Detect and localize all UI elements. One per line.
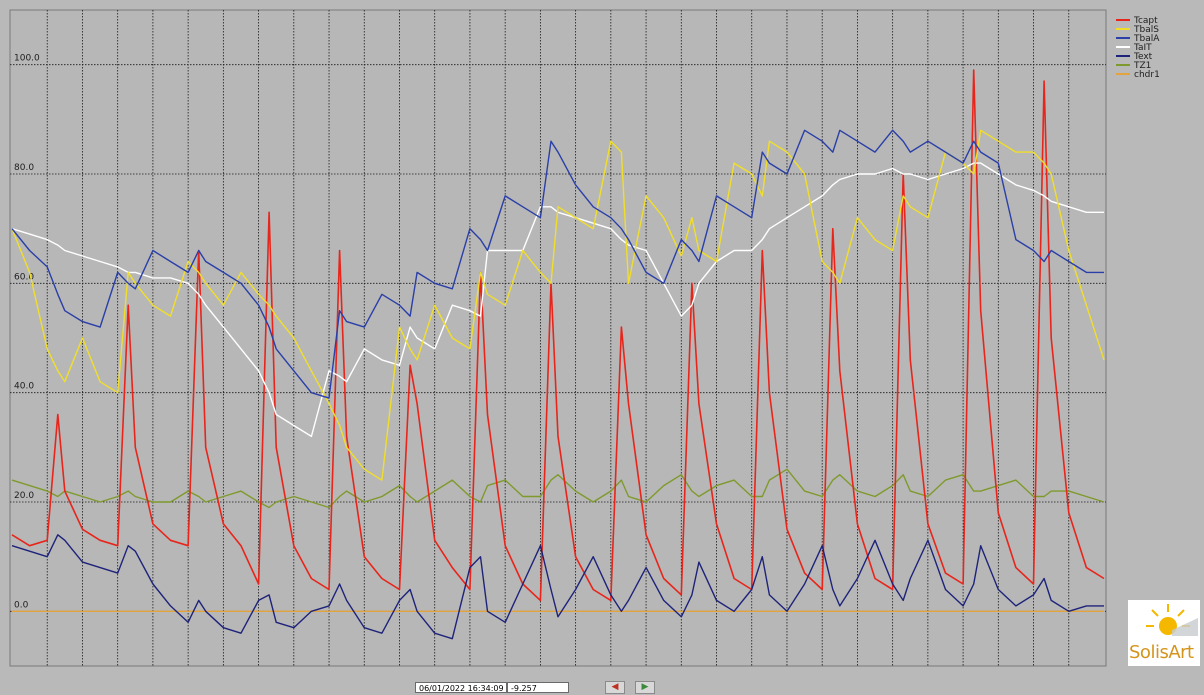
- legend-label: TbalS: [1133, 25, 1159, 35]
- series-line-tbala: [11, 129, 1104, 399]
- series-line-tcapt: [11, 69, 1105, 602]
- series-line-text: [11, 534, 1104, 640]
- legend-label: TaIT: [1133, 43, 1152, 53]
- cursor-date-field[interactable]: 06/01/2022 16:34:09: [415, 682, 507, 693]
- previous-button[interactable]: ◀: [605, 681, 625, 694]
- solisart-logo: SolisArt: [1128, 600, 1200, 666]
- legend-label: Text: [1133, 52, 1153, 62]
- cursor-value-field[interactable]: -9.257: [507, 682, 569, 693]
- y-tick-label: 80.0: [14, 163, 34, 173]
- legend-label: TbalA: [1133, 34, 1160, 44]
- y-tick-label: 0.0: [14, 600, 29, 610]
- legend-label: chdr1: [1134, 70, 1160, 80]
- logo-text: SolisArt: [1129, 642, 1194, 663]
- series-line-tait: [11, 162, 1104, 438]
- status-bar: 06/01/2022 16:34:09 -9.257 ◀ ▶: [0, 680, 1204, 695]
- sun-icon: [1146, 604, 1198, 636]
- line-chart: 0.0 20.0 40.0 60.0 80.0 100.0 TcaptTbalSTbalA…: [9, 9, 1160, 667]
- right-arrow-icon: ▶: [641, 682, 649, 692]
- plot-area: [9, 9, 1107, 667]
- next-button[interactable]: ▶: [635, 681, 655, 694]
- left-arrow-icon: ◀: [611, 682, 619, 692]
- series-line-tbals: [11, 129, 1105, 481]
- legend-label: Tcapt: [1133, 16, 1158, 26]
- y-tick-label: 60.0: [14, 272, 34, 282]
- y-tick-label: 20.0: [14, 491, 34, 501]
- y-axis: 0.0 20.0 40.0 60.0 80.0 100.0: [14, 54, 40, 611]
- y-tick-label: 40.0: [14, 382, 34, 392]
- series-group: [11, 69, 1105, 640]
- series-line-tz1: [11, 468, 1105, 509]
- legend-label: TZ1: [1133, 61, 1151, 71]
- y-tick-label: 100.0: [14, 54, 40, 64]
